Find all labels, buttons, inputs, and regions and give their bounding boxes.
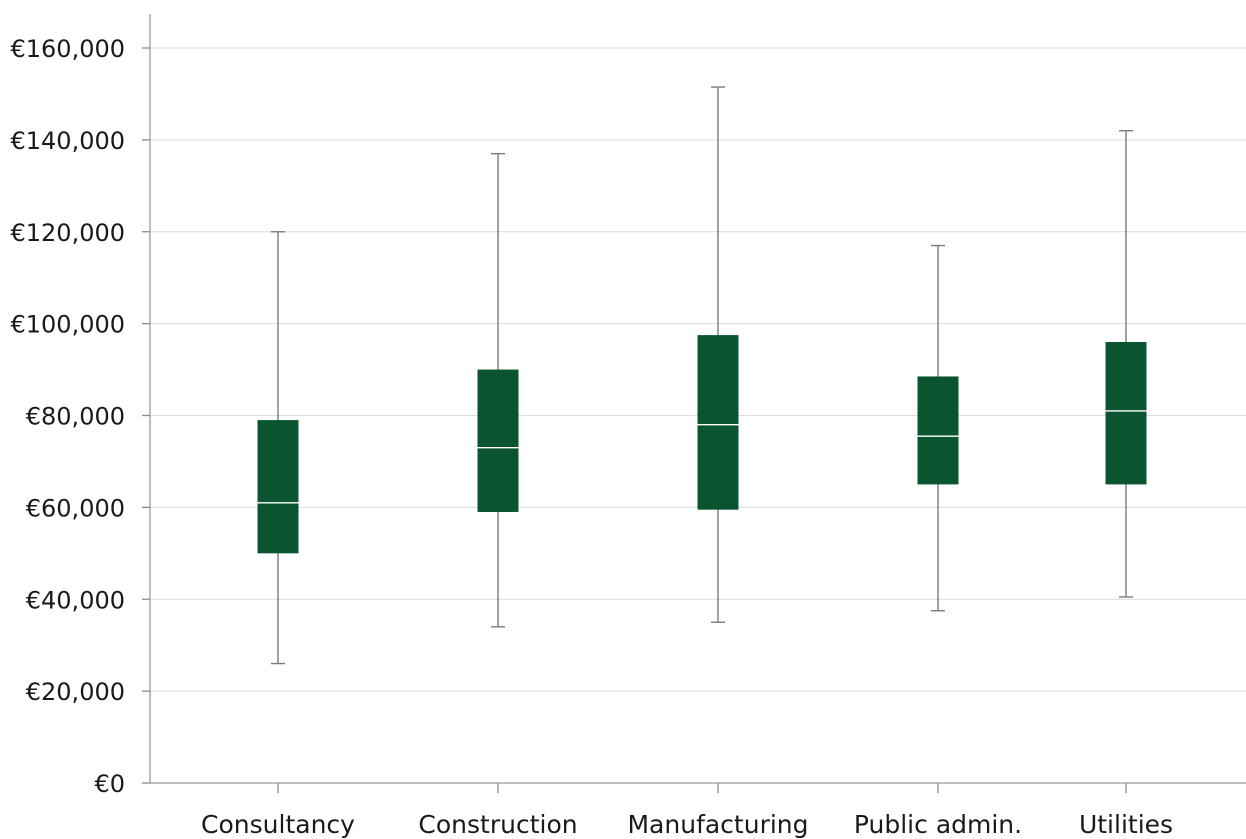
box-group: [697, 86, 739, 623]
y-tick-label: €40,000: [26, 586, 125, 614]
box-iqr: [697, 335, 739, 510]
box-iqr: [1105, 342, 1147, 485]
x-tick-label: Consultancy: [201, 810, 355, 839]
boxes: [257, 86, 1147, 665]
y-tick-label: €0: [94, 770, 125, 798]
x-tick-label: Public admin.: [854, 810, 1022, 839]
box-iqr: [257, 420, 299, 554]
y-tick-label: €160,000: [10, 35, 125, 63]
x-tick-labels: Consultancy Construction Manufacturing Publ…: [201, 783, 1173, 839]
box-group: [917, 244, 959, 612]
y-tick-label: €60,000: [26, 494, 125, 522]
x-tick-label: Utilities: [1079, 810, 1173, 839]
axes: [149, 14, 1246, 784]
y-tick-label: €80,000: [26, 403, 125, 431]
y-tick-labels: €0 €20,000 €40,000 €60,000 €80,000 €100,000 €1…: [10, 35, 125, 798]
y-tick-label: €20,000: [26, 678, 125, 706]
box-group: [1105, 129, 1147, 598]
y-tick-label: €140,000: [10, 127, 125, 155]
box-group: [257, 231, 299, 665]
box-iqr: [477, 369, 519, 512]
y-tick-label: €120,000: [10, 219, 125, 247]
y-tick-label: €100,000: [10, 311, 125, 339]
gridlines: [142, 47, 1246, 784]
box-group: [477, 152, 519, 628]
x-tick-label: Construction: [418, 810, 577, 839]
x-tick-label: Manufacturing: [627, 810, 808, 839]
box-iqr: [917, 376, 959, 485]
